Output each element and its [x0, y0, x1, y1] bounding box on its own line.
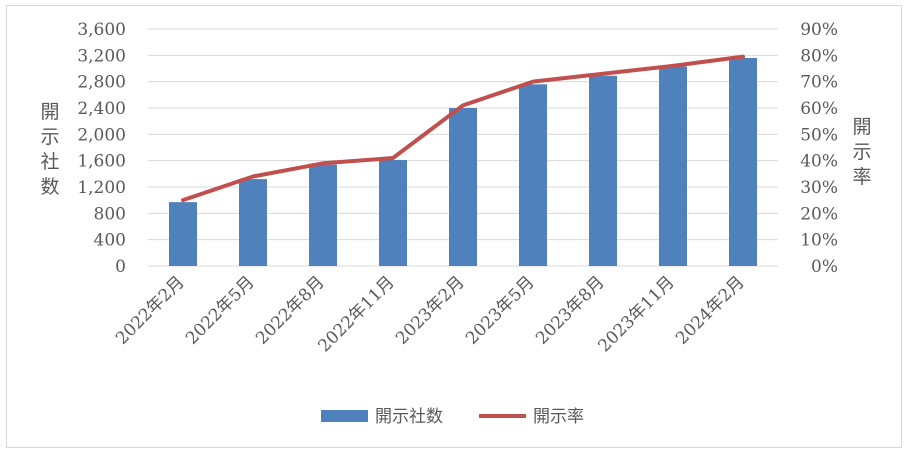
left-tick-label: 0 — [115, 257, 126, 277]
x-tick-label: 2022年2月 — [112, 272, 188, 348]
bar — [449, 108, 477, 266]
right-tick-label: 0% — [811, 257, 838, 277]
legend: 開示社数 開示率 — [321, 407, 584, 427]
bar — [309, 164, 337, 266]
right-tick-label: 50% — [800, 125, 838, 145]
left-tick-label: 3,600 — [77, 20, 126, 40]
right-axis-label: 開示率 — [852, 116, 871, 188]
legend-label-line: 開示率 — [533, 407, 584, 427]
x-tick-label: 2023年11月 — [594, 272, 678, 356]
right-tick-label: 80% — [800, 46, 838, 66]
left-tick-label: 1,200 — [77, 178, 126, 198]
x-tick-label: 2023年8月 — [532, 272, 608, 348]
x-tick-label: 2023年5月 — [462, 272, 538, 348]
left-tick-label: 1,600 — [77, 152, 126, 172]
right-tick-label: 60% — [800, 99, 838, 119]
left-tick-label: 2,000 — [77, 125, 126, 145]
right-tick-label: 30% — [800, 178, 838, 198]
x-tick-label: 2022年8月 — [252, 272, 328, 348]
right-tick-label: 90% — [800, 20, 838, 40]
x-axis-ticks: 2022年2月2022年5月2022年8月2022年11月2023年2月2023… — [112, 272, 748, 356]
x-tick-label: 2022年5月 — [182, 272, 258, 348]
left-axis-label: 開示社数 — [40, 101, 59, 198]
right-tick-label: 40% — [800, 152, 838, 172]
x-tick-label: 2022年11月 — [314, 272, 398, 356]
bar — [239, 179, 267, 266]
legend-swatch-bar — [321, 410, 368, 422]
bar — [519, 84, 547, 266]
bar-series — [169, 57, 757, 267]
x-tick-label: 2023年2月 — [392, 272, 468, 348]
left-tick-label: 3,200 — [77, 46, 126, 66]
right-axis-ticks: 0% 10% 20% 30% 40% 50% 60% 70% 80% 90% — [800, 20, 838, 277]
bar — [659, 66, 687, 267]
left-tick-label: 2,800 — [77, 73, 126, 93]
left-tick-label: 400 — [94, 231, 126, 251]
x-tick-label: 2024年2月 — [672, 272, 748, 348]
right-tick-label: 10% — [800, 231, 838, 251]
bar — [169, 202, 197, 266]
legend-label-bar: 開示社数 — [375, 407, 443, 427]
left-tick-label: 2,400 — [77, 99, 126, 119]
right-tick-label: 70% — [800, 73, 838, 93]
left-axis-ticks: 0 400 800 1,200 1,600 2,000 2,400 2,800 3,200 3,6… — [77, 20, 126, 277]
bar — [379, 160, 407, 266]
line-series — [181, 54, 745, 203]
left-tick-label: 800 — [94, 204, 126, 224]
bar — [729, 57, 757, 266]
right-tick-label: 20% — [800, 204, 838, 224]
bar — [589, 75, 617, 266]
